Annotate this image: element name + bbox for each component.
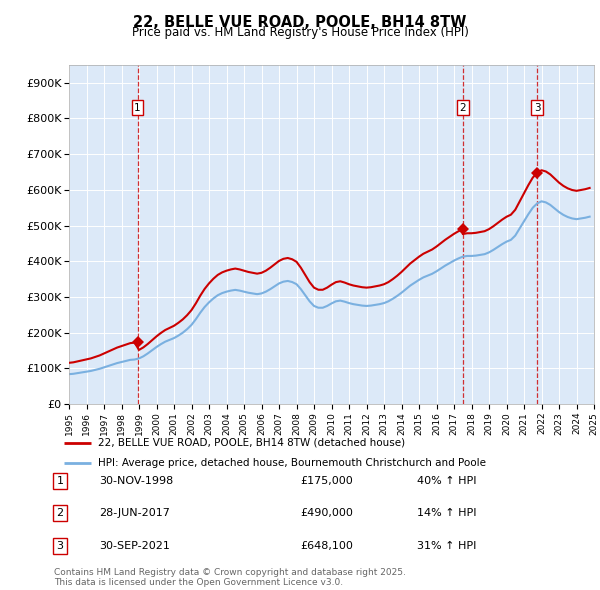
Text: 28-JUN-2017: 28-JUN-2017 <box>99 509 170 518</box>
Text: £648,100: £648,100 <box>300 541 353 550</box>
Text: 22, BELLE VUE ROAD, POOLE, BH14 8TW: 22, BELLE VUE ROAD, POOLE, BH14 8TW <box>133 15 467 30</box>
Text: 40% ↑ HPI: 40% ↑ HPI <box>417 476 476 486</box>
Text: Contains HM Land Registry data © Crown copyright and database right 2025.
This d: Contains HM Land Registry data © Crown c… <box>54 568 406 587</box>
Text: 30-SEP-2021: 30-SEP-2021 <box>99 541 170 550</box>
Text: 2: 2 <box>56 509 64 518</box>
Text: Price paid vs. HM Land Registry's House Price Index (HPI): Price paid vs. HM Land Registry's House … <box>131 26 469 39</box>
Text: £490,000: £490,000 <box>300 509 353 518</box>
Text: 14% ↑ HPI: 14% ↑ HPI <box>417 509 476 518</box>
Text: 22, BELLE VUE ROAD, POOLE, BH14 8TW (detached house): 22, BELLE VUE ROAD, POOLE, BH14 8TW (det… <box>98 438 406 448</box>
Text: HPI: Average price, detached house, Bournemouth Christchurch and Poole: HPI: Average price, detached house, Bour… <box>98 458 487 468</box>
Text: 3: 3 <box>534 103 541 113</box>
Text: 1: 1 <box>134 103 141 113</box>
Text: 1: 1 <box>56 476 64 486</box>
Text: £175,000: £175,000 <box>300 476 353 486</box>
Text: 31% ↑ HPI: 31% ↑ HPI <box>417 541 476 550</box>
Text: 30-NOV-1998: 30-NOV-1998 <box>99 476 173 486</box>
Text: 2: 2 <box>460 103 466 113</box>
Text: 3: 3 <box>56 541 64 550</box>
